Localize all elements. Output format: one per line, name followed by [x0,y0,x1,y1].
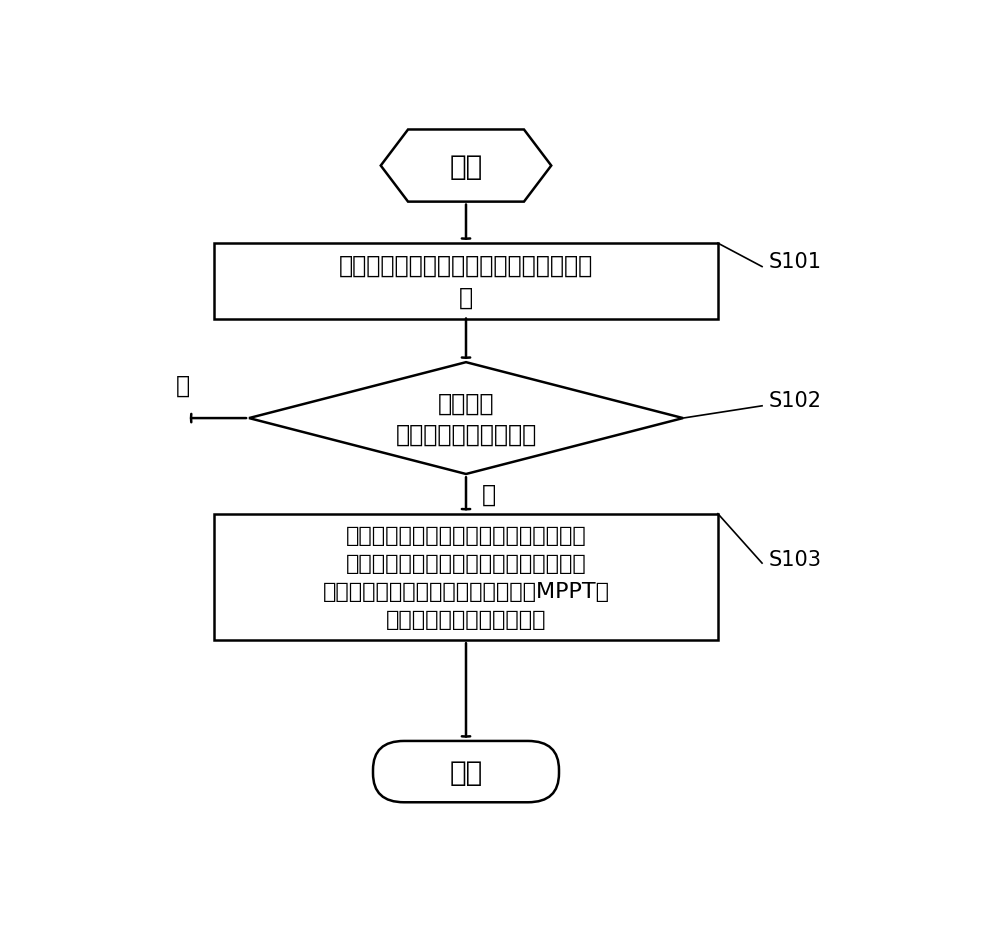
Text: 开始: 开始 [449,153,483,181]
Bar [214,514,718,640]
Text: S101: S101 [768,252,821,271]
Text: 控制至少一个开关装置关断，以减小光伏
阵列的输入功率，在保证逆变器的交流侧
输出为允许最大功率的情况下，通过MPPT，
使逆变器的直流侧电压下降: 控制至少一个开关装置关断，以减小光伏 阵列的输入功率，在保证逆变器的交流侧 输出… [322,525,610,629]
FancyBboxPatch shape [373,741,559,802]
Polygon shape [381,130,551,202]
Text: 计算逆变器的直流侧电压和交流侧输出功
率: 计算逆变器的直流侧电压和交流侧输出功 率 [339,254,593,310]
Text: 判断是否
满足高压满载运行条件: 判断是否 满足高压满载运行条件 [395,391,537,446]
Text: 结束: 结束 [449,758,483,785]
Text: S102: S102 [768,390,821,411]
Text: 否: 否 [176,373,190,397]
Text: S103: S103 [768,549,821,569]
Bar [214,244,718,319]
Text: 是: 是 [482,482,496,506]
Polygon shape [249,363,683,475]
